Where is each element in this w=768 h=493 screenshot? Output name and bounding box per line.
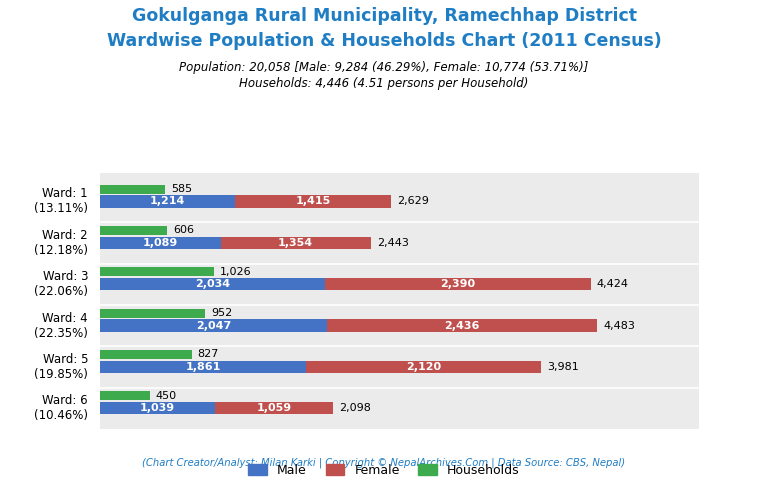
Text: Wardwise Population & Households Chart (2011 Census): Wardwise Population & Households Chart (… [107, 32, 661, 50]
Bar [100, 237, 220, 249]
Text: 2,390: 2,390 [441, 279, 475, 289]
Bar [100, 195, 234, 208]
Text: 585: 585 [170, 184, 192, 194]
Text: 952: 952 [211, 308, 233, 318]
Text: 1,039: 1,039 [140, 403, 175, 413]
Bar [215, 402, 333, 415]
Bar [100, 309, 206, 317]
Text: Gokulganga Rural Municipality, Ramechhap District: Gokulganga Rural Municipality, Ramechhap… [131, 7, 637, 26]
Bar [306, 361, 541, 373]
Bar [100, 319, 327, 332]
Text: 1,861: 1,861 [185, 362, 220, 372]
Text: 606: 606 [173, 225, 194, 236]
Text: 4,483: 4,483 [603, 320, 635, 330]
Bar [326, 278, 591, 290]
Text: 4,424: 4,424 [597, 279, 629, 289]
Bar [100, 226, 167, 235]
Text: 1,214: 1,214 [150, 197, 185, 207]
Bar [100, 402, 215, 415]
Text: 1,415: 1,415 [296, 197, 330, 207]
Text: 827: 827 [197, 350, 219, 359]
Text: (Chart Creator/Analyst: Milan Karki | Copyright © NepalArchives.Com | Data Sourc: (Chart Creator/Analyst: Milan Karki | Co… [142, 458, 626, 468]
Bar [220, 237, 371, 249]
Text: Population: 20,058 [Male: 9,284 (46.29%), Female: 10,774 (53.71%)]: Population: 20,058 [Male: 9,284 (46.29%)… [179, 61, 589, 73]
Text: 1,089: 1,089 [143, 238, 178, 248]
Text: 1,354: 1,354 [278, 238, 313, 248]
Text: 450: 450 [156, 391, 177, 401]
Text: 2,047: 2,047 [196, 320, 231, 330]
Legend: Male, Female, Households: Male, Female, Households [243, 459, 525, 482]
Text: 2,443: 2,443 [377, 238, 409, 248]
Text: 3,981: 3,981 [548, 362, 579, 372]
Bar [100, 184, 164, 194]
Text: 1,059: 1,059 [257, 403, 291, 413]
Bar [234, 195, 392, 208]
Bar [100, 267, 214, 277]
Text: 2,034: 2,034 [195, 279, 230, 289]
Text: 1,026: 1,026 [220, 267, 251, 277]
Bar [100, 350, 191, 359]
Text: 2,436: 2,436 [445, 320, 480, 330]
Text: 2,120: 2,120 [406, 362, 442, 372]
Bar [327, 319, 598, 332]
Text: 2,629: 2,629 [398, 197, 429, 207]
Bar [100, 391, 150, 400]
Text: 2,098: 2,098 [339, 403, 370, 413]
Bar [100, 361, 306, 373]
Bar [100, 278, 326, 290]
Text: Households: 4,446 (4.51 persons per Household): Households: 4,446 (4.51 persons per Hous… [240, 77, 528, 90]
